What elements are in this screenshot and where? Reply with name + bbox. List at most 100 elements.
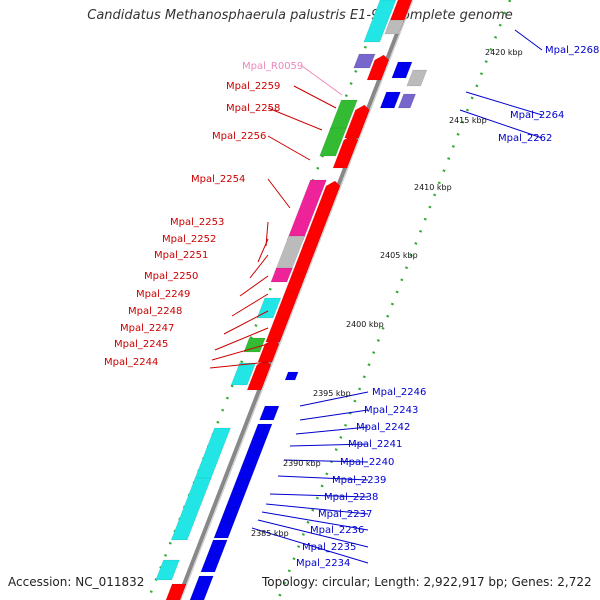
- backbone-outer: [180, 0, 414, 600]
- forward-gene-3: [344, 104, 370, 139]
- reverse-gene-12: [206, 539, 228, 557]
- forward-gene-10: [257, 338, 280, 363]
- gene-label-mpal-2235[interactable]: Mpal_2235: [302, 542, 356, 553]
- gene-label-mpal-r0059[interactable]: Mpal_R0059: [242, 61, 303, 72]
- gene-label-mpal-2248[interactable]: Mpal_2248: [128, 306, 182, 317]
- rna-gene-11: [194, 427, 231, 481]
- gene-label-mpal-2242[interactable]: Mpal_2242: [356, 422, 410, 433]
- left-leader-14: [209, 361, 269, 369]
- gene-label-mpal-2253[interactable]: Mpal_2253: [170, 217, 224, 228]
- left-leader-5: [267, 178, 291, 209]
- reverse-gene-1: [391, 61, 413, 79]
- rna-gene-7: [270, 267, 293, 283]
- gene-label-mpal-2241[interactable]: Mpal_2241: [348, 439, 402, 450]
- reverse-gene-8: [230, 479, 251, 495]
- kbp-ticks: 2420 kbp 2415 kbp 2410 kbp 2405 kbp 2400 kbp…: [251, 48, 523, 538]
- rna-gene-8: [256, 297, 282, 319]
- right-leader-14: [251, 527, 369, 564]
- reverse-gene-2: [379, 91, 401, 109]
- left-leader-8: [249, 254, 269, 279]
- right-leader-7: [289, 443, 369, 447]
- kbp-tick-label: 2400 kbp: [346, 320, 384, 329]
- gene-label-mpal-2250[interactable]: Mpal_2250: [144, 271, 198, 282]
- reverse-gene-9: [225, 493, 246, 509]
- left-leader-9: [239, 275, 269, 297]
- reverse-extra-1: [406, 69, 428, 87]
- reverse-extra-2: [397, 93, 417, 109]
- left-leader-10: [231, 293, 269, 317]
- rna-gene-6: [274, 235, 306, 273]
- gene-label-mpal-2252[interactable]: Mpal_2252: [162, 234, 216, 245]
- gene-label-mpal-2243[interactable]: Mpal_2243: [364, 405, 418, 416]
- gene-label-mpal-2268[interactable]: Mpal_2268: [545, 45, 599, 56]
- gene-label-mpal-2254[interactable]: Mpal_2254: [191, 174, 245, 185]
- right-leader-8: [283, 459, 369, 463]
- left-leader-1: [301, 65, 343, 96]
- gene-label-mpal-2245[interactable]: Mpal_2245: [114, 339, 168, 350]
- rna-gene-9: [243, 337, 266, 353]
- gene-labels: Mpal_R0059 Mpal_2259 Mpal_2258 Mpal_2256 Mpa…: [104, 45, 599, 569]
- kbp-tick-label: 2410 kbp: [414, 183, 452, 192]
- gene-label-mpal-2234[interactable]: Mpal_2234: [296, 558, 350, 569]
- gene-label-mpal-2259[interactable]: Mpal_2259: [226, 81, 280, 92]
- right-leader-2: [465, 91, 543, 116]
- right-leader-11: [265, 503, 369, 515]
- forward-gene-2: [366, 54, 390, 81]
- kbp-tick-label: 2385 kbp: [251, 529, 289, 538]
- rna-gene-3: [329, 99, 358, 131]
- gene-label-mpal-2258[interactable]: Mpal_2258: [226, 103, 280, 114]
- kbp-tick-label: 2420 kbp: [485, 48, 523, 57]
- topology-text: Topology: circular; Length: 2,922,917 bp…: [262, 575, 592, 589]
- rna-gene-4: [319, 127, 347, 157]
- reverse-gene-10: [219, 507, 240, 523]
- gene-label-mpal-2256[interactable]: Mpal_2256: [212, 131, 266, 142]
- left-leader-3: [267, 107, 323, 131]
- rna-gene-1: [363, 0, 397, 43]
- right-leader-4: [299, 391, 369, 407]
- rna-gene-13: [155, 559, 180, 581]
- left-leader-4: [267, 135, 311, 161]
- forward-extra-1: [384, 19, 405, 35]
- gene-label-mpal-2264[interactable]: Mpal_2264: [510, 110, 564, 121]
- rna-gene-12: [170, 477, 212, 541]
- reverse-gene-5: [246, 437, 268, 453]
- kbp-tick-label: 2415 kbp: [449, 116, 487, 125]
- forward-gene-5: [302, 180, 341, 247]
- gene-label-mpal-2238[interactable]: Mpal_2238: [324, 492, 378, 503]
- reverse-gene-3: [259, 405, 280, 421]
- forward-gene-6: [290, 238, 318, 279]
- left-leader-12: [214, 327, 269, 351]
- reverse-gene-7: [236, 465, 257, 481]
- reverse-extra-3: [284, 371, 299, 381]
- gene-label-mpal-2247[interactable]: Mpal_2247: [120, 323, 174, 334]
- gene-label-mpal-2244[interactable]: Mpal_2244: [104, 357, 158, 368]
- left-leader-13: [211, 343, 269, 361]
- right-leader-12: [261, 511, 369, 531]
- rna-gene-10: [230, 362, 257, 386]
- reverse-gene-6: [241, 451, 262, 467]
- gene-label-mpal-2239[interactable]: Mpal_2239: [332, 475, 386, 486]
- gene-label-mpal-2251[interactable]: Mpal_2251: [154, 250, 208, 261]
- reverse-gene-14: [189, 575, 214, 600]
- gene-label-mpal-2246[interactable]: Mpal_2246: [372, 387, 426, 398]
- tick-track-right: [276, 0, 512, 600]
- reverse-gene-13: [200, 555, 222, 573]
- right-leader-10: [269, 493, 369, 498]
- left-leader-7: [257, 238, 269, 263]
- gene-label-mpal-2240[interactable]: Mpal_2240: [340, 457, 394, 468]
- right-leader-9: [277, 475, 369, 481]
- gene-track: [155, 0, 428, 600]
- forward-extra-2: [165, 583, 187, 600]
- forward-gene-7: [283, 272, 305, 297]
- gene-label-mpal-2237[interactable]: Mpal_2237: [318, 509, 372, 520]
- rna-gene-2: [353, 53, 376, 69]
- forward-gene-4: [332, 134, 359, 169]
- gene-label-mpal-2249[interactable]: Mpal_2249: [136, 289, 190, 300]
- gene-label-mpal-2236[interactable]: Mpal_2236: [310, 525, 364, 536]
- right-leader-5: [299, 409, 369, 421]
- forward-gene-8: [273, 290, 298, 323]
- gene-label-mpal-2262[interactable]: Mpal_2262: [498, 133, 552, 144]
- rna-gene-5: [286, 179, 327, 241]
